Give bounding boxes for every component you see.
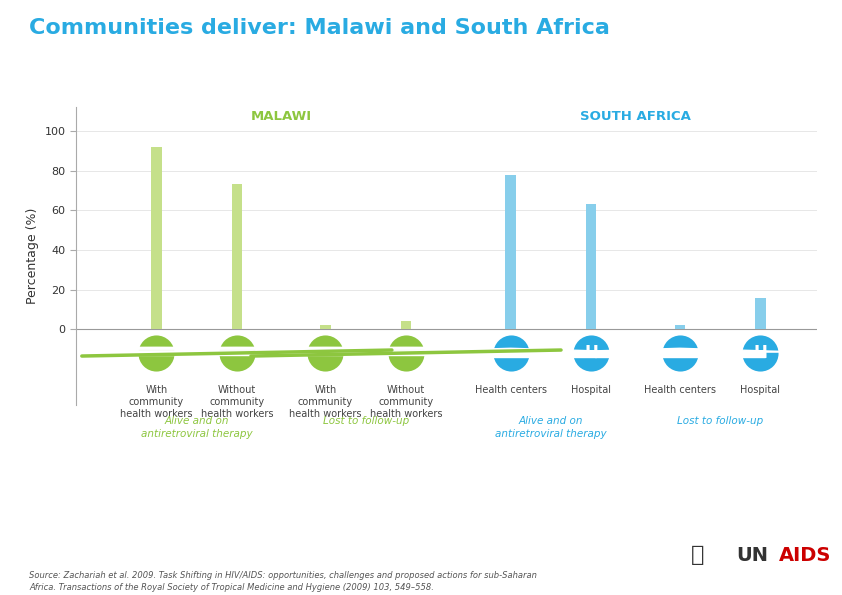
Polygon shape — [349, 351, 462, 356]
Text: Without
community
health workers: Without community health workers — [200, 385, 273, 419]
Bar — [586, 204, 596, 329]
Text: With
community
health workers: With community health workers — [120, 385, 193, 419]
Polygon shape — [269, 351, 381, 356]
Polygon shape — [387, 348, 634, 352]
Polygon shape — [180, 351, 293, 356]
Bar — [151, 147, 162, 329]
Polygon shape — [556, 348, 803, 352]
Text: SOUTH AFRICA: SOUTH AFRICA — [580, 110, 691, 123]
Text: Health centers: Health centers — [475, 385, 546, 394]
Text: H: H — [584, 344, 598, 362]
Text: With
community
health workers: With community health workers — [289, 385, 362, 419]
Text: MALAWI: MALAWI — [251, 110, 312, 123]
Ellipse shape — [193, 347, 281, 350]
Text: AIDS: AIDS — [779, 546, 831, 565]
Polygon shape — [100, 351, 213, 356]
Bar — [401, 321, 411, 329]
Bar — [505, 174, 516, 329]
Text: Source: Zachariah et al. 2009. Task Shifting in HIV/AIDS: opportunities, challen: Source: Zachariah et al. 2009. Task Shif… — [29, 571, 537, 592]
Text: Ⓢ: Ⓢ — [690, 545, 704, 565]
Text: Hospital: Hospital — [740, 385, 781, 394]
Polygon shape — [426, 352, 596, 357]
Text: Hospital: Hospital — [571, 385, 611, 394]
Text: Alive and on
antiretroviral therapy: Alive and on antiretroviral therapy — [141, 416, 253, 439]
Ellipse shape — [281, 347, 370, 350]
Text: Lost to follow-up: Lost to follow-up — [677, 416, 763, 427]
Bar — [232, 184, 242, 329]
Ellipse shape — [362, 347, 450, 350]
Polygon shape — [594, 352, 765, 357]
Y-axis label: Percentage (%): Percentage (%) — [26, 208, 39, 304]
Text: Lost to follow-up: Lost to follow-up — [322, 416, 409, 427]
Text: Without
community
health workers: Without community health workers — [370, 385, 442, 419]
Bar — [674, 325, 685, 329]
Ellipse shape — [112, 347, 200, 350]
Text: Alive and on
antiretroviral therapy: Alive and on antiretroviral therapy — [495, 416, 607, 439]
Text: UN: UN — [737, 546, 769, 565]
Bar — [755, 298, 765, 329]
Bar — [320, 325, 331, 329]
Text: Health centers: Health centers — [644, 385, 716, 394]
Text: H: H — [754, 344, 767, 362]
Text: Communities deliver: Malawi and South Africa: Communities deliver: Malawi and South Af… — [29, 18, 610, 38]
